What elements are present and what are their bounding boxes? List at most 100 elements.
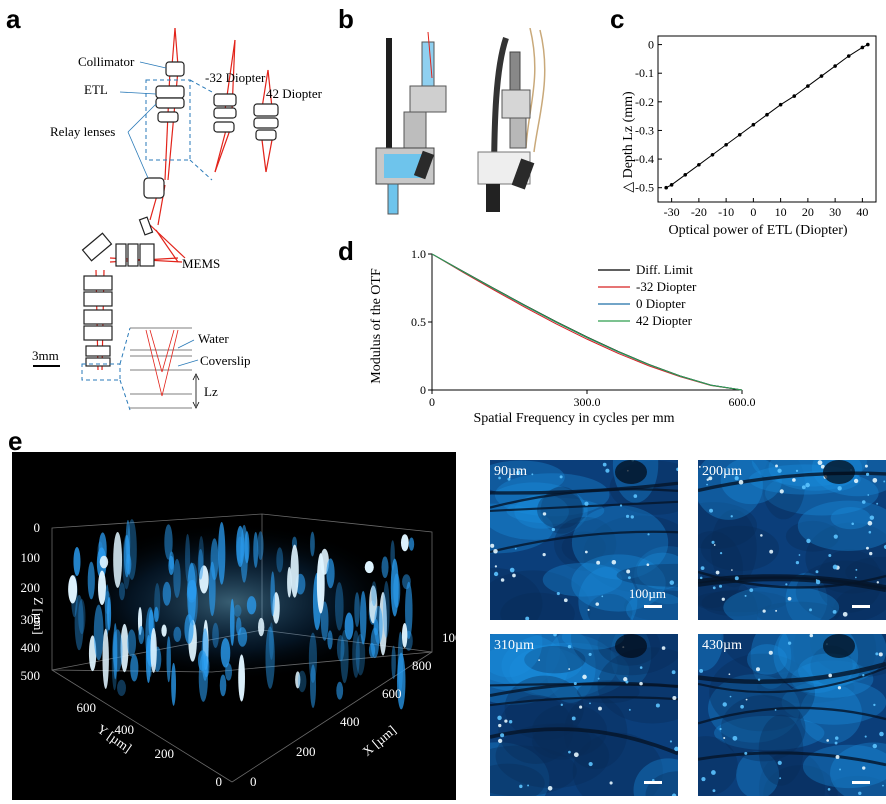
chart-c-xtick-label: -10 xyxy=(718,205,734,219)
label-water: Water xyxy=(198,331,229,346)
chart-d-legend-label: -32 Diopter xyxy=(636,279,697,294)
cell-body xyxy=(596,560,601,565)
cell-body xyxy=(551,527,556,532)
cell-body xyxy=(795,469,799,473)
cell-body xyxy=(809,608,812,612)
cell-body xyxy=(628,708,631,711)
lens-elements xyxy=(81,61,279,367)
cell-body xyxy=(573,681,577,686)
cell-body xyxy=(647,533,650,536)
label-collimator: Collimator xyxy=(78,54,135,69)
cell-body xyxy=(734,576,739,581)
cell-body xyxy=(623,677,628,682)
blood-vessel xyxy=(490,530,678,554)
chart-d-legend-label: Diff. Limit xyxy=(636,262,693,277)
cell-body xyxy=(858,791,862,795)
chart-c-point xyxy=(792,94,797,98)
panel-label-b: b xyxy=(338,4,354,34)
neuron-blob xyxy=(120,623,129,673)
neuron-blob xyxy=(326,558,335,589)
cell-body xyxy=(715,570,720,575)
chart-c-point xyxy=(664,185,668,190)
cell-body xyxy=(876,581,880,584)
tissue-patch xyxy=(490,460,565,495)
neuron-blob xyxy=(99,555,109,569)
cell-body xyxy=(740,704,744,709)
cell-body xyxy=(494,565,498,568)
blood-vessel xyxy=(490,481,678,495)
cell-body xyxy=(619,504,623,507)
cell-body xyxy=(597,677,600,680)
cell-body xyxy=(744,751,748,755)
x-tick-label: 400 xyxy=(340,714,360,729)
dark-spot xyxy=(823,460,855,484)
tissue-patch xyxy=(490,634,543,678)
scale-label-100um: 100µm xyxy=(628,586,666,601)
blood-vessel xyxy=(490,696,678,707)
neuron-blob xyxy=(74,594,84,651)
x-tick-label: 200 xyxy=(296,744,316,759)
cell-body xyxy=(598,706,602,711)
cell-body xyxy=(875,652,879,656)
cell-body xyxy=(882,784,884,787)
tissue-patch xyxy=(721,634,830,673)
depth-label-90: 90µm xyxy=(494,464,527,479)
depth-image-90: 90µm 100µm xyxy=(490,460,678,620)
tissue-patch xyxy=(537,491,584,529)
cell-body xyxy=(589,702,591,705)
tissue-patch xyxy=(698,634,724,672)
neuron-blob xyxy=(359,591,367,645)
chart-d-series-line xyxy=(431,253,743,391)
cell-body xyxy=(729,695,732,698)
cell-body xyxy=(498,738,503,744)
tissue-patch xyxy=(540,486,583,534)
neuron-blob xyxy=(290,544,299,598)
neuron-blob xyxy=(381,556,389,578)
cell-body xyxy=(862,766,866,770)
cell-body xyxy=(744,594,747,597)
chart-c-ytick-label: 0 xyxy=(648,38,654,52)
neuron-blob xyxy=(162,581,172,606)
cell-body xyxy=(769,549,774,554)
neuron-blob xyxy=(238,654,245,702)
cell-body xyxy=(547,786,553,791)
neuron-blob xyxy=(145,634,152,684)
cell-body xyxy=(723,736,726,740)
scale-bar xyxy=(852,605,870,608)
cell-body xyxy=(671,670,676,675)
neuron-blob xyxy=(405,581,413,640)
chart-d-legend-label: 42 Diopter xyxy=(636,313,693,328)
neuron-blob xyxy=(320,601,329,641)
neuron-blob xyxy=(354,592,360,628)
chart-c-point xyxy=(669,183,674,187)
tissue-patch xyxy=(805,522,886,594)
cell-body xyxy=(559,475,563,479)
chart-c-xtick-label: 20 xyxy=(802,205,814,219)
tissue-patch xyxy=(793,634,877,688)
neuron-blob xyxy=(310,664,317,709)
cell-body xyxy=(861,500,866,504)
chart-d-xtick-label: 300.0 xyxy=(574,395,601,409)
cell-body xyxy=(732,735,738,741)
neuron-blob xyxy=(236,525,245,568)
neuron-blob xyxy=(225,663,233,681)
chart-c-point xyxy=(710,152,715,157)
cell-body xyxy=(497,715,502,721)
tissue-patch xyxy=(698,590,788,613)
neuron-blob xyxy=(287,566,292,598)
tissue-patch xyxy=(561,634,625,650)
tissue-patch xyxy=(554,516,617,571)
y-tick-label: 400 xyxy=(115,722,135,737)
scale-bar xyxy=(644,605,662,608)
cell-body xyxy=(828,553,832,557)
panel-label-a: a xyxy=(6,4,21,34)
cell-body xyxy=(777,468,782,473)
cell-body xyxy=(815,579,821,585)
cell-body xyxy=(869,551,873,556)
cell-body xyxy=(842,611,848,617)
chart-c-ytick-label: -0.3 xyxy=(635,123,654,137)
dark-spot xyxy=(615,460,647,484)
neuron-blob xyxy=(295,671,301,689)
neuron-blob xyxy=(210,538,219,581)
depth-label-430: 430µm xyxy=(702,638,742,653)
